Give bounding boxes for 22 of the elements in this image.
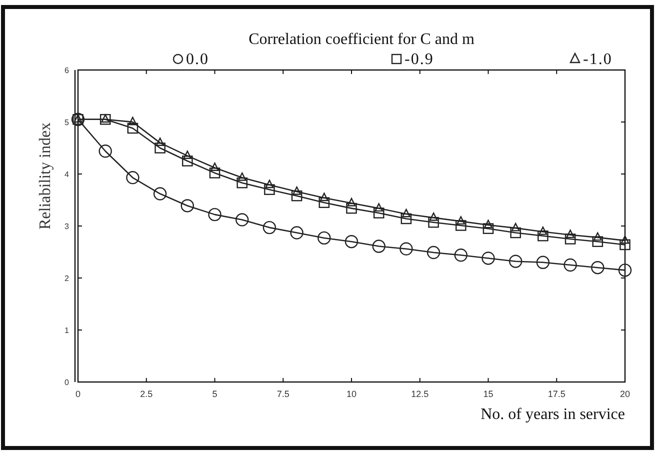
y-tick-label: 6 — [64, 66, 70, 75]
x-tick-label: 5 — [212, 389, 218, 399]
x-tick-label: 17.5 — [548, 389, 566, 399]
x-tick-label: 0 — [75, 389, 81, 399]
x-tick-label: 12.5 — [411, 389, 429, 399]
y-tick-label: 2 — [64, 274, 70, 283]
legend-label: -0.9 — [404, 51, 434, 68]
legend-label: 0.0 — [186, 51, 209, 68]
x-tick-label: 20 — [620, 389, 630, 399]
y-tick-label: 0 — [64, 378, 70, 387]
y-tick-label: 5 — [64, 118, 70, 127]
y-tick-label: 4 — [64, 170, 70, 179]
x-tick-label: 2.5 — [140, 389, 153, 399]
legend-label: -1.0 — [583, 51, 612, 68]
y-tick-label: 1 — [64, 326, 70, 335]
y-tick-label: 3 — [64, 222, 70, 231]
x-tick-label: 10 — [346, 389, 357, 399]
legend-title: Correlation coefficient for C and m — [248, 31, 475, 48]
x-tick-label: 7.5 — [276, 389, 290, 399]
x-tick-label: 15 — [483, 389, 494, 399]
x-axis-title: No. of years in service — [480, 406, 625, 423]
y-axis-title: Reliability index — [37, 122, 54, 230]
